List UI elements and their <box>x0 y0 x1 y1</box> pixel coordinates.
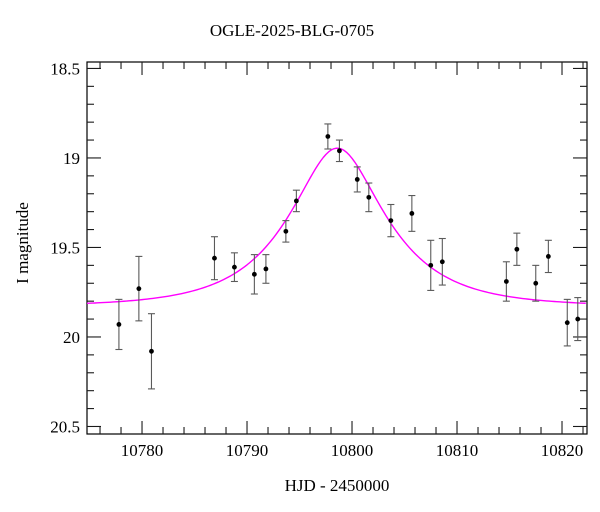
y-tick-label: 19 <box>63 149 80 168</box>
data-point <box>251 271 257 277</box>
data-point <box>564 320 570 326</box>
data-point <box>293 198 299 204</box>
x-tick-label: 10820 <box>541 441 584 460</box>
plot-contents: 10780 10790 10800 10810 10820 18.5 19 19.5 20 20.… <box>50 59 588 460</box>
data-point <box>116 322 122 327</box>
data-point <box>354 177 360 182</box>
data-point <box>388 218 394 224</box>
data-point <box>514 246 520 252</box>
data-point <box>366 194 372 200</box>
plot-frame <box>86 61 588 435</box>
data-point <box>439 259 445 265</box>
y-tick-label: 19.5 <box>50 238 80 257</box>
data-point <box>503 279 509 284</box>
data-point <box>325 134 331 139</box>
data-point <box>545 254 551 259</box>
x-tick-label: 10780 <box>121 441 164 460</box>
y-tick-label: 20 <box>63 328 80 347</box>
data-point <box>428 262 434 268</box>
plot-title: OGLE-2025-BLG-0705 <box>210 21 374 40</box>
data-point <box>533 280 539 286</box>
x-axis-title: HJD - 2450000 <box>285 476 390 495</box>
data-point <box>232 264 237 270</box>
data-point <box>575 316 581 322</box>
model-curve <box>86 147 586 305</box>
data-point <box>337 148 342 154</box>
data-point <box>136 286 142 292</box>
data-point <box>263 266 269 272</box>
y-tick-label: 18.5 <box>50 59 80 78</box>
y-axis-title: I magnitude <box>13 202 32 284</box>
data-point <box>409 211 415 216</box>
data-point <box>212 255 217 261</box>
y-tick-label: 20.5 <box>50 417 80 436</box>
x-tick-label: 10790 <box>226 441 269 460</box>
data-point <box>149 348 154 354</box>
x-tick-label: 10800 <box>331 441 374 460</box>
x-tick-label: 10810 <box>436 441 479 460</box>
data-point <box>283 228 289 234</box>
